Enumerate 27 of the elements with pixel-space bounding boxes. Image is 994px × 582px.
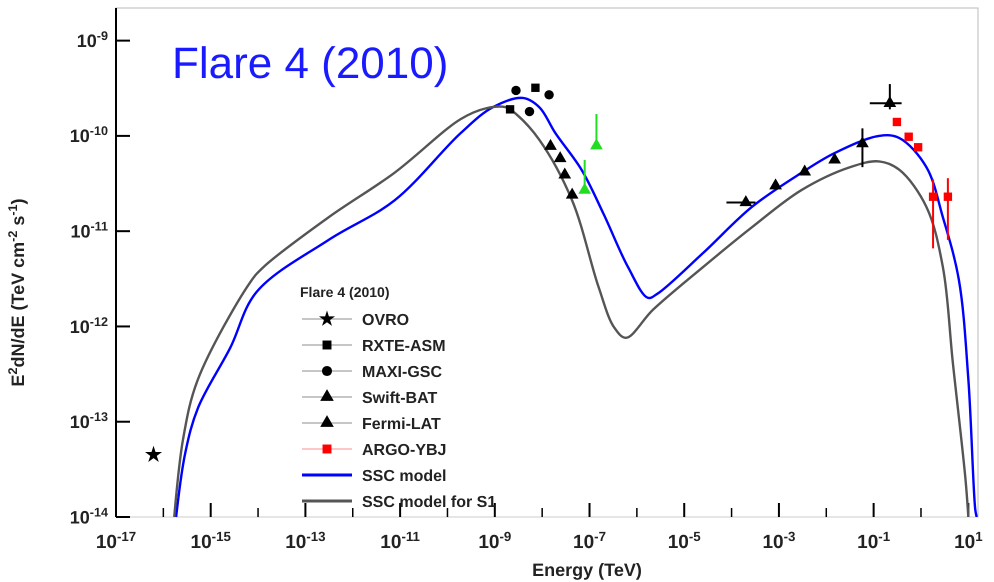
text: Flare 4 (2010) xyxy=(172,39,448,88)
x-axis-title: Energy (TeV) xyxy=(532,560,642,580)
legend-label: OVRO xyxy=(362,312,410,329)
y-tick-label: 10$^{-10}$ xyxy=(70,124,108,146)
x-tick-label: 10$^{-11}$ xyxy=(380,528,421,554)
y-tick-label: 10$^{-12}$ xyxy=(70,314,108,337)
x-tick-label: 10$^{1}$ xyxy=(954,528,984,554)
x-tick-label: 10$^{-1}$ xyxy=(857,528,891,554)
y-tick-label: 10$^{-9}$ xyxy=(76,28,108,51)
legend-label: ARGO-YBJ xyxy=(362,442,446,459)
legend-label: SSC model for S1 xyxy=(362,494,496,511)
legend-label: SSC model xyxy=(362,468,446,485)
legend-label: Fermi-LAT xyxy=(362,416,442,433)
x-tick-label: 10$^{-13}$ xyxy=(285,528,326,554)
x-tick-label: 10$^{-15}$ xyxy=(190,528,232,554)
x-tick-label: 10$^{-5}$ xyxy=(668,528,702,554)
y-tick-label: 10$^{-11}$ xyxy=(70,219,108,242)
legend-label: RXTE-ASM xyxy=(362,338,446,355)
x-tick-label: 10$^{-7}$ xyxy=(573,528,606,554)
y-tick-label: 10$^{-14}$ xyxy=(70,505,108,528)
legend-title: Flare 4 (2010) xyxy=(300,284,390,300)
y-tick-label: 10$^{-13}$ xyxy=(70,410,108,432)
x-tick-label: 10$^{-9}$ xyxy=(478,528,512,554)
legend-label: MAXI-GSC xyxy=(362,364,442,381)
x-tick-label: 10$^{-17}$ xyxy=(96,528,136,554)
x-tick-label: 10$^{-3}$ xyxy=(762,528,796,554)
legend-label: Swift-BAT xyxy=(362,390,438,407)
